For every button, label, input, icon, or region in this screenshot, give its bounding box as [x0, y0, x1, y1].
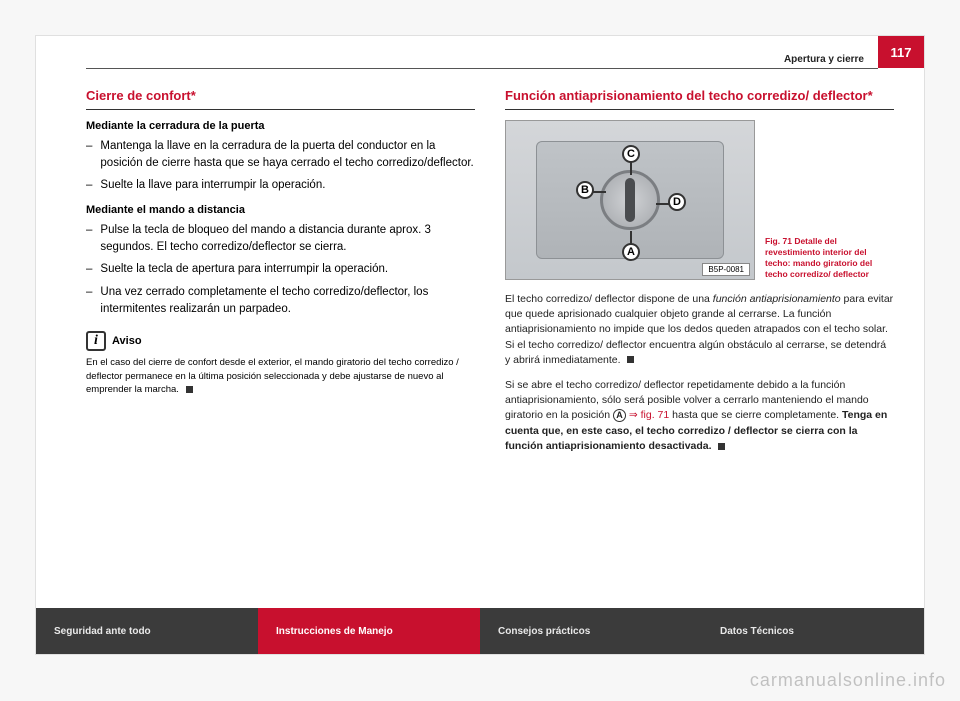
list-text: Pulse la tecla de bloqueo del mando a di… — [100, 222, 475, 255]
callout-d: D — [668, 193, 686, 211]
footer-tab-2: Instrucciones de Manejo — [258, 608, 480, 654]
left-heading: Cierre de confort* — [86, 88, 475, 105]
dash-icon: – — [86, 138, 92, 171]
content-columns: Cierre de confort* Mediante la cerradura… — [86, 88, 894, 584]
callout-inline-a: A — [613, 409, 626, 422]
watermark-text: carmanualsonline.info — [750, 670, 946, 691]
notice-body: En el caso del cierre de confort desde e… — [86, 356, 475, 396]
p1-a: El techo corredizo/ deflector dispone de… — [505, 293, 713, 305]
list-item: – Una vez cerrado completamente el techo… — [86, 284, 475, 317]
list-item: – Pulse la tecla de bloqueo del mando a … — [86, 222, 475, 255]
notice-header: i Aviso — [86, 331, 475, 351]
right-paragraph-2: Si se abre el techo corredizo/ deflector… — [505, 378, 894, 454]
notice-text: En el caso del cierre de confort desde e… — [86, 357, 459, 395]
dash-icon: – — [86, 222, 92, 255]
list-text: Suelte la tecla de apertura para interru… — [100, 261, 388, 278]
list-item: – Mantenga la llave en la cerradura de l… — [86, 138, 475, 171]
p2-b: hasta que se cierre completamente. — [669, 409, 842, 421]
right-paragraph-1: El techo corredizo/ deflector dispone de… — [505, 292, 894, 368]
list-text: Una vez cerrado completamente el techo c… — [100, 284, 475, 317]
figure-code: B5P-0081 — [702, 263, 750, 276]
end-mark-icon — [186, 386, 193, 393]
left-heading-rule — [86, 109, 475, 110]
list-item: – Suelte la llave para interrumpir la op… — [86, 177, 475, 194]
callout-c: C — [622, 145, 640, 163]
dash-icon: – — [86, 261, 92, 278]
left-column: Cierre de confort* Mediante la cerradura… — [86, 88, 475, 584]
figure-ref-label: Fig. 71 — [765, 236, 792, 246]
page-header: Apertura y cierre 117 — [36, 36, 924, 78]
callout-line — [592, 191, 606, 193]
end-mark-icon — [627, 356, 634, 363]
callout-a: A — [622, 243, 640, 261]
right-heading: Función antiaprisionamiento del techo co… — [505, 88, 894, 105]
p1-em: función antiaprisionamiento — [713, 293, 841, 305]
figure-caption: Fig. 71 Detalle del revestimiento interi… — [765, 236, 885, 280]
footer-tab-1: Seguridad ante todo — [36, 608, 258, 654]
info-icon: i — [86, 331, 106, 351]
footer-tab-4: Datos Técnicos — [702, 608, 924, 654]
footer-tabs: Seguridad ante todo Instrucciones de Man… — [36, 608, 924, 654]
right-column: Función antiaprisionamiento del techo co… — [505, 88, 894, 584]
dash-icon: – — [86, 284, 92, 317]
list-text: Suelte la llave para interrumpir la oper… — [100, 177, 325, 194]
figure-row: C B D A B5P-0081 Fig. 71 Detalle del rev… — [505, 120, 894, 280]
list-item: – Suelte la tecla de apertura para inter… — [86, 261, 475, 278]
callout-line — [630, 161, 632, 175]
footer-tab-3: Consejos prácticos — [480, 608, 702, 654]
header-rule — [86, 68, 878, 69]
section-name: Apertura y cierre — [784, 54, 864, 65]
figure-crossref: ⇒ fig. 71 — [626, 409, 669, 421]
callout-b: B — [576, 181, 594, 199]
page-number-badge: 117 — [878, 36, 924, 68]
list-text: Mantenga la llave en la cerradura de la … — [100, 138, 475, 171]
dash-icon: – — [86, 177, 92, 194]
dial-knob-graphic — [625, 178, 635, 222]
notice-label: Aviso — [112, 335, 142, 347]
end-mark-icon — [718, 443, 725, 450]
manual-page: Apertura y cierre 117 Cierre de confort*… — [35, 35, 925, 655]
left-subheading-2: Mediante el mando a distancia — [86, 204, 475, 216]
left-subheading-1: Mediante la cerradura de la puerta — [86, 120, 475, 132]
right-heading-rule — [505, 109, 894, 110]
figure-illustration: C B D A B5P-0081 — [505, 120, 755, 280]
rotary-dial-graphic — [600, 170, 660, 230]
